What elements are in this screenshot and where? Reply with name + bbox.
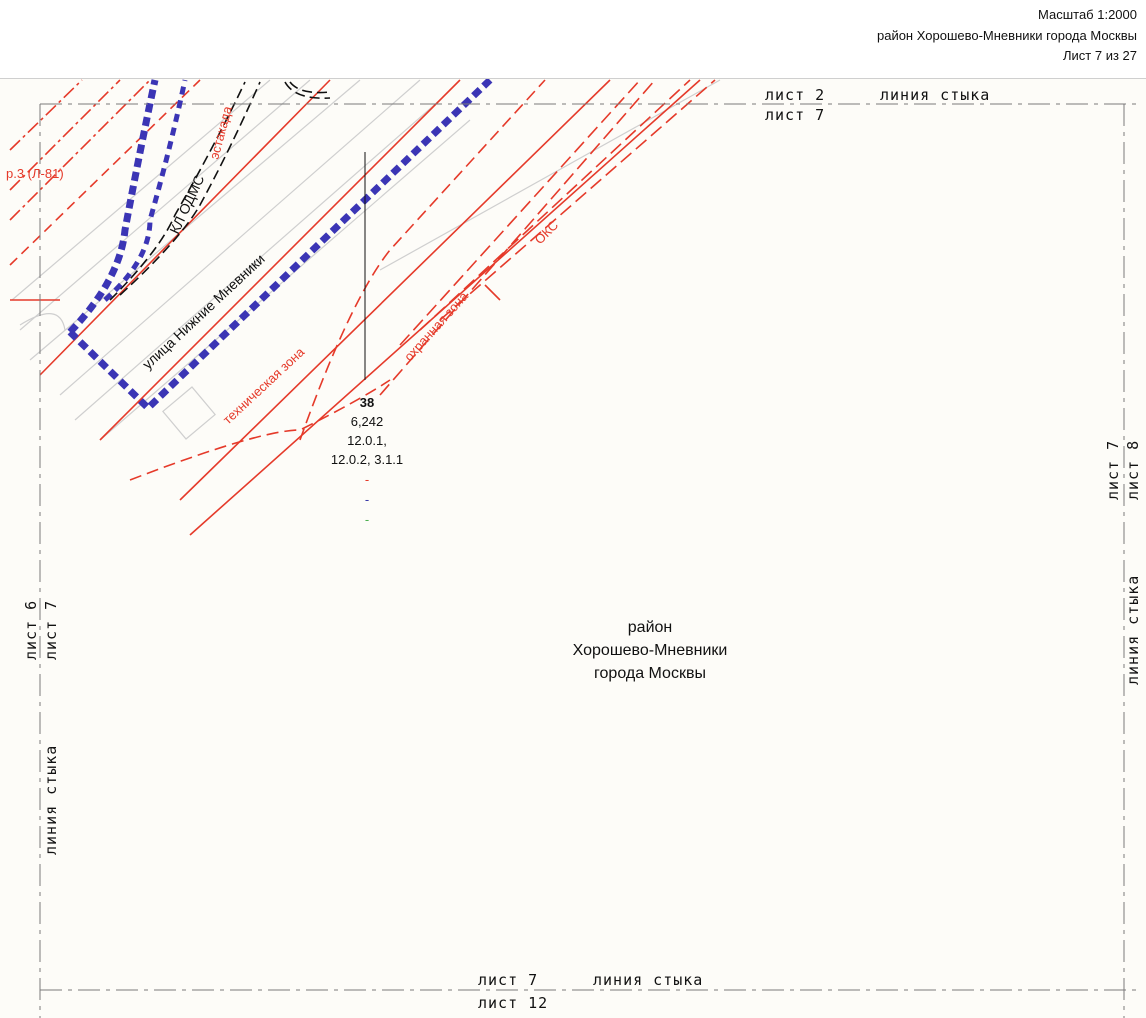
district-text: район Хорошево-Мневники города Москвы: [876, 28, 1137, 43]
parcel-area: 6,242: [351, 414, 384, 429]
parcel-mark-blue: -: [365, 492, 369, 507]
district-label-line3: города Москвы: [594, 665, 706, 682]
junction-top-label: линия стыка: [880, 86, 990, 104]
district-label-line2: Хорошево-Мневники: [573, 642, 728, 659]
junction-bottom-sheet-a: лист 7: [478, 971, 538, 989]
junction-top-sheet-b: лист 7: [765, 106, 825, 124]
scale-text: Масштаб 1:2000: [1038, 7, 1137, 22]
junction-bottom-sheet-b: лист 12: [478, 994, 548, 1012]
parcel-boundary: [67, 77, 493, 412]
road-code-label: р.3 (Л-81): [6, 166, 64, 181]
cable-line: [109, 81, 331, 301]
junction-bottom-label: линия стыка: [593, 971, 703, 989]
parcel-mark-green: -: [365, 512, 369, 527]
sheet-header: Масштаб 1:2000 район Хорошево-Мневники г…: [0, 0, 1146, 79]
junction-right-sheet-b: лист 8: [1124, 440, 1142, 500]
security-zone-label: охранная зона: [401, 288, 471, 364]
junction-right-sheet-a: лист 7: [1104, 440, 1122, 500]
sheet-number-text: Лист 7 из 27: [1063, 48, 1137, 63]
junction-left-sheet-a: лист 6: [22, 600, 40, 660]
oks-label: ОКС: [532, 217, 562, 247]
parcel-codes-line2: 12.0.2, 3.1.1: [331, 452, 403, 467]
junction-left-label: линия стыка: [42, 745, 60, 855]
parcel-mark-red: -: [365, 472, 369, 487]
red-lines-middle: [99, 79, 716, 536]
parcel-codes-line1: 12.0.1,: [347, 433, 387, 448]
junction-right-label: линия стыка: [1124, 575, 1142, 685]
junction-lines: [39, 103, 1140, 1018]
junction-top-sheet-a: лист 2: [765, 86, 825, 104]
junction-left-sheet-b: лист 7: [42, 600, 60, 660]
district-label-line1: район: [628, 619, 672, 636]
tech-zone-label: техническая зона: [220, 344, 308, 427]
parcel-number: 38: [360, 395, 374, 410]
overpass-label: эстакада: [206, 104, 235, 161]
